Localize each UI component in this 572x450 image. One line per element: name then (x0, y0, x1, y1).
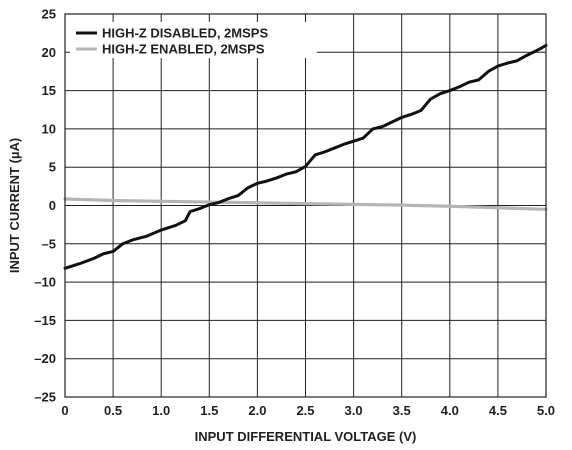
y-tick-labels: 25 20 15 10 5 0 –5 –10 –15 –20 –25 (34, 7, 56, 405)
x-axis-label: INPUT DIFFERENTIAL VOLTAGE (V) (195, 429, 417, 444)
x-tick-label: 4.0 (441, 403, 459, 418)
y-tick-label: –25 (34, 390, 56, 405)
y-tick-label: 5 (49, 160, 56, 175)
y-tick-label: 25 (42, 7, 56, 22)
x-tick-label: 2.0 (248, 403, 266, 418)
x-tick-label: 4.5 (489, 403, 507, 418)
legend-label-high-z-disabled: HIGH-Z DISABLED, 2MSPS (102, 26, 268, 41)
legend-background (70, 22, 317, 58)
y-tick-label: 0 (49, 198, 56, 213)
y-tick-label: 20 (42, 45, 56, 60)
x-tick-label: 3.0 (345, 403, 363, 418)
x-tick-label: 0 (61, 403, 68, 418)
y-tick-label: 10 (42, 121, 56, 136)
series-line-high-z-enabled (63, 197, 548, 211)
y-tick-label: –20 (34, 351, 56, 366)
series-line-high-z-disabled (63, 43, 548, 270)
x-tick-label: 3.5 (393, 403, 411, 418)
plot-frame (64, 13, 547, 398)
y-tick-label: –5 (42, 236, 56, 251)
x-tick-labels: 0 0.5 1.0 1.5 2.0 2.5 3.0 3.5 4.0 4.5 5.0 (61, 403, 555, 418)
x-tick-label: 1.5 (200, 403, 218, 418)
y-tick-label: –15 (34, 313, 56, 328)
y-tick-label: –10 (34, 275, 56, 290)
y-axis-label: INPUT CURRENT (µA) (7, 138, 22, 273)
legend: HIGH-Z DISABLED, 2MSPS HIGH-Z ENABLED, 2… (70, 22, 317, 58)
x-tick-label: 5.0 (537, 403, 555, 418)
y-tick-label: 15 (42, 83, 56, 98)
x-tick-label: 0.5 (104, 403, 122, 418)
legend-label-high-z-enabled: HIGH-Z ENABLED, 2MSPS (102, 42, 265, 57)
series-layer (63, 43, 548, 270)
x-tick-label: 1.0 (152, 403, 170, 418)
x-tick-label: 2.5 (296, 403, 314, 418)
